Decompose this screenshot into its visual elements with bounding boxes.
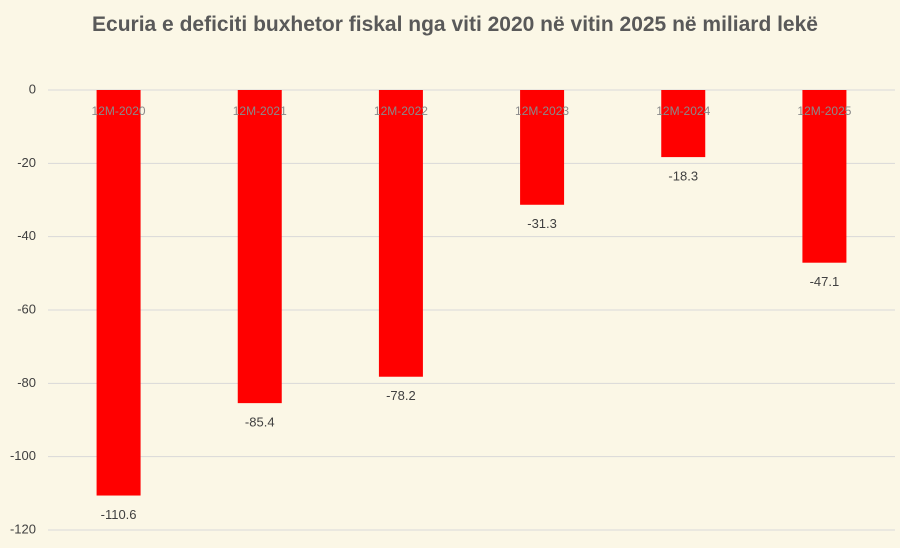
bar (520, 90, 565, 205)
value-label: -31.3 (527, 216, 557, 231)
y-tick-label: 0 (29, 81, 36, 96)
x-tick-label: 12M-2020 (92, 104, 146, 118)
y-tick-label: -40 (17, 228, 36, 243)
y-tick-label: -60 (17, 301, 36, 316)
y-tick-label: -100 (10, 448, 36, 463)
value-label: -47.1 (810, 274, 840, 289)
y-tick-label: -80 (17, 375, 36, 390)
value-label: -110.6 (101, 507, 137, 522)
y-tick-label: -20 (17, 155, 36, 170)
value-label: -78.2 (386, 388, 416, 403)
bar (378, 90, 423, 377)
bar (96, 90, 141, 496)
value-label: -18.3 (668, 169, 698, 184)
x-tick-label: 12M-2024 (656, 104, 710, 118)
x-tick-label: 12M-2023 (515, 104, 569, 118)
x-tick-label: 12M-2021 (233, 104, 287, 118)
chart-title: Ecuria e deficiti buxhetor fiskal nga vi… (92, 13, 818, 36)
bar (237, 90, 282, 404)
value-label: -85.4 (245, 415, 275, 430)
x-tick-label: 12M-2022 (374, 104, 428, 118)
x-tick-label: 12M-2025 (797, 104, 851, 118)
bar (802, 90, 847, 263)
bar (661, 90, 706, 158)
y-tick-label: -120 (10, 521, 36, 536)
